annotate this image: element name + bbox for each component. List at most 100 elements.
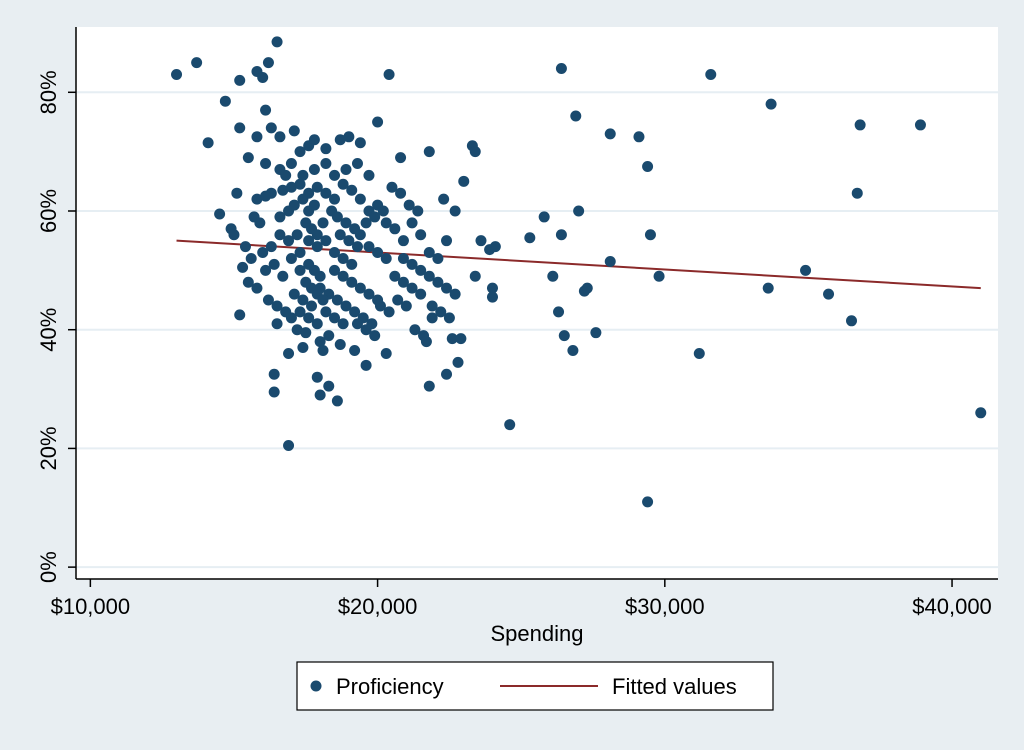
data-point xyxy=(228,229,240,241)
data-point xyxy=(765,98,777,110)
data-point xyxy=(360,359,372,371)
data-point xyxy=(823,288,835,300)
data-point xyxy=(372,294,384,306)
data-point xyxy=(337,252,349,264)
data-point xyxy=(288,288,300,300)
fitted-values-line xyxy=(176,239,981,290)
data-point xyxy=(285,252,297,264)
y-tick-label: 0% xyxy=(36,551,61,583)
data-point xyxy=(389,223,401,235)
data-point xyxy=(274,211,286,223)
data-point xyxy=(420,336,432,348)
data-point xyxy=(219,95,231,107)
data-point xyxy=(441,235,453,247)
data-point xyxy=(303,312,315,324)
data-point xyxy=(604,128,616,140)
data-point xyxy=(449,205,461,217)
data-point xyxy=(331,211,343,223)
data-point xyxy=(245,252,257,264)
data-point xyxy=(642,160,654,172)
data-point xyxy=(705,68,717,80)
data-point xyxy=(234,309,246,321)
data-point xyxy=(343,235,355,247)
plot-background xyxy=(76,27,998,579)
data-point xyxy=(239,241,251,253)
data-point xyxy=(311,318,323,330)
data-point xyxy=(283,439,295,451)
x-tick-label: $20,000 xyxy=(338,594,418,619)
data-point xyxy=(283,347,295,359)
data-point xyxy=(349,306,361,318)
data-point xyxy=(363,241,375,253)
x-axis-title: Spending xyxy=(491,621,584,646)
data-point xyxy=(351,318,363,330)
data-point xyxy=(432,276,444,288)
data-point xyxy=(349,223,361,235)
data-point xyxy=(274,131,286,143)
data-point xyxy=(369,330,381,342)
data-point xyxy=(504,419,516,431)
data-point xyxy=(314,336,326,348)
data-point xyxy=(446,333,458,345)
data-point xyxy=(317,294,329,306)
data-point xyxy=(334,339,346,351)
y-tick-label: 40% xyxy=(36,308,61,352)
data-point xyxy=(320,143,332,155)
data-point xyxy=(354,282,366,294)
legend-label-fitted-values: Fitted values xyxy=(612,674,737,699)
data-point xyxy=(383,306,395,318)
data-point xyxy=(415,229,427,241)
data-point xyxy=(555,63,567,75)
data-point xyxy=(389,270,401,282)
data-point xyxy=(323,330,335,342)
data-point xyxy=(285,158,297,170)
data-point xyxy=(251,193,263,205)
data-point xyxy=(346,184,358,196)
data-point xyxy=(443,312,455,324)
data-point xyxy=(469,270,481,282)
data-point xyxy=(415,264,427,276)
data-point xyxy=(423,270,435,282)
data-point xyxy=(360,217,372,229)
data-point xyxy=(386,181,398,193)
data-point xyxy=(311,241,323,253)
data-point xyxy=(234,122,246,134)
data-point xyxy=(354,193,366,205)
data-point xyxy=(329,169,341,181)
data-point xyxy=(397,252,409,264)
data-point xyxy=(329,312,341,324)
data-point xyxy=(288,199,300,211)
data-point xyxy=(291,229,303,241)
data-point xyxy=(558,330,570,342)
data-point xyxy=(277,270,289,282)
data-point xyxy=(642,496,654,508)
data-point xyxy=(251,131,263,143)
x-tick-label: $30,000 xyxy=(625,594,705,619)
data-point xyxy=(294,247,306,259)
data-point xyxy=(438,193,450,205)
data-point xyxy=(653,270,665,282)
data-point xyxy=(285,312,297,324)
data-point xyxy=(397,276,409,288)
data-point xyxy=(329,247,341,259)
data-point xyxy=(294,146,306,158)
data-point xyxy=(346,258,358,270)
data-point xyxy=(458,175,470,187)
data-point xyxy=(409,324,421,336)
data-point xyxy=(340,163,352,175)
legend-marker-proficiency xyxy=(310,680,322,692)
data-point xyxy=(257,71,269,83)
data-point xyxy=(314,270,326,282)
data-point xyxy=(555,229,567,241)
data-point xyxy=(369,211,381,223)
data-point xyxy=(590,327,602,339)
data-point xyxy=(851,187,863,199)
data-point xyxy=(337,178,349,190)
data-point xyxy=(308,134,320,146)
data-point xyxy=(329,264,341,276)
data-point xyxy=(294,178,306,190)
data-point xyxy=(914,119,926,131)
data-point xyxy=(268,368,280,380)
data-point xyxy=(349,344,361,356)
data-point xyxy=(395,187,407,199)
